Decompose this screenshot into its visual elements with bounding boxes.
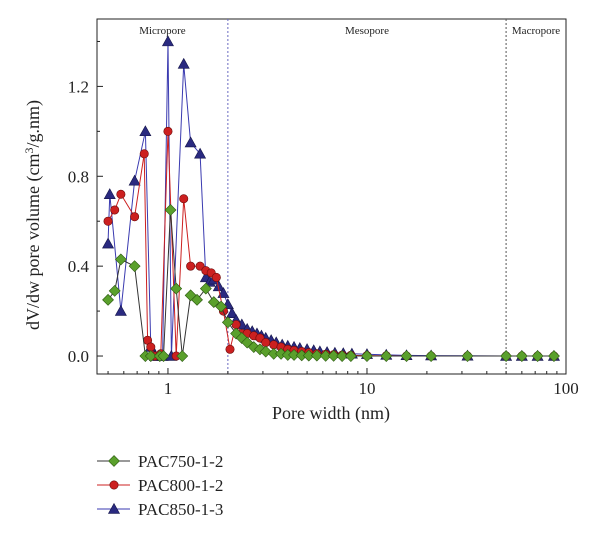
data-point-pac800-1-2 (130, 212, 140, 222)
series-pac800-1-2 (103, 126, 559, 361)
region-label-macropore: Macropore (512, 25, 560, 37)
region-label-micropore: Micropore (139, 25, 186, 37)
legend-marker-circle (109, 480, 119, 490)
region-layer: Micropore Mesopore Macropore (139, 19, 560, 374)
data-point-pac750-1-2 (344, 350, 357, 362)
series-line-pac800-1-2 (107, 131, 554, 357)
data-point-pac800-1-2 (231, 320, 241, 330)
data-point-pac800-1-2 (139, 149, 149, 159)
data-point-pac850-1-3 (161, 35, 174, 47)
legend-item-pac750-1-2: PAC750-1-2 (97, 452, 223, 471)
data-point-pac750-1-2 (548, 350, 560, 362)
data-point-pac750-1-2 (221, 316, 234, 329)
plot-frame (96, 18, 567, 375)
data-point-pac750-1-2 (215, 300, 228, 313)
data-point-pac750-1-2 (500, 350, 513, 362)
data-point-pac750-1-2 (170, 282, 183, 295)
data-point-pac750-1-2 (400, 350, 413, 362)
data-point-pac750-1-2 (310, 349, 323, 362)
data-point-pac800-1-2 (211, 272, 221, 282)
data-point-pac850-1-3 (177, 57, 190, 69)
data-point-pac800-1-2 (179, 194, 189, 204)
legend-label: PAC800-1-2 (138, 476, 223, 495)
x-tick-label: 10 (358, 379, 375, 398)
y-tick-label: 0.4 (68, 257, 90, 276)
x-tick-label: 100 (553, 379, 579, 398)
series-pac850-1-3 (102, 35, 560, 361)
data-point-pac850-1-3 (217, 286, 230, 298)
data-point-pac750-1-2 (199, 282, 212, 295)
data-point-pac750-1-2 (380, 350, 393, 362)
data-point-pac750-1-2 (361, 350, 373, 362)
data-point-pac750-1-2 (128, 260, 141, 273)
data-point-pac800-1-2 (110, 205, 120, 215)
data-point-pac800-1-2 (116, 189, 126, 199)
data-point-pac800-1-2 (186, 261, 196, 271)
data-point-pac800-1-2 (146, 342, 156, 352)
data-point-pac750-1-2 (176, 350, 189, 362)
data-point-pac850-1-3 (128, 174, 141, 186)
data-point-pac750-1-2 (191, 293, 203, 306)
y-axis-title-main: dV/dw pore volume (cm (23, 154, 44, 330)
y-tick-label: 0.8 (68, 167, 89, 186)
data-point-pac750-1-2 (102, 293, 114, 306)
data-point-pac750-1-2 (336, 350, 349, 362)
y-axis-title: dV/dw pore volume (cm3/g.nm) (22, 100, 44, 330)
data-point-pac750-1-2 (114, 253, 127, 266)
y-tick-label: 0.0 (68, 347, 89, 366)
data-point-pac850-1-3 (139, 125, 152, 137)
series-pac750-1-2 (102, 204, 560, 362)
data-point-pac850-1-3 (184, 136, 197, 148)
legend-marker-triangle (107, 502, 121, 514)
legend: PAC750-1-2 PAC800-1-2 PAC850-1-3 (97, 452, 223, 519)
legend-item-pac850-1-3: PAC850-1-3 (97, 500, 223, 519)
y-tick-label: 1.2 (68, 77, 89, 96)
data-point-pac750-1-2 (207, 296, 220, 309)
data-point-pac750-1-2 (461, 350, 474, 362)
data-point-pac750-1-2 (302, 349, 315, 362)
legend-item-pac800-1-2: PAC800-1-2 (97, 476, 223, 495)
tick-layer: 0.0 0.4 0.8 1.2 1 10 100 (68, 40, 579, 398)
data-point-pac750-1-2 (319, 349, 332, 362)
data-point-pac850-1-3 (103, 188, 116, 199)
legend-marker-diamond (108, 455, 120, 467)
data-point-pac750-1-2 (108, 284, 121, 297)
data-point-pac750-1-2 (425, 350, 438, 362)
data-point-pac850-1-3 (102, 237, 115, 249)
y-axis-title-tail: /g.nm) (23, 100, 44, 148)
plot-area-border (96, 18, 567, 375)
data-point-pac800-1-2 (261, 338, 271, 348)
data-point-pac750-1-2 (515, 350, 528, 362)
x-tick-label: 1 (164, 379, 173, 398)
data-point-pac750-1-2 (531, 350, 544, 362)
data-point-pac750-1-2 (327, 349, 340, 362)
data-point-pac750-1-2 (164, 204, 177, 216)
data-point-pac750-1-2 (157, 350, 170, 362)
data-point-pac850-1-3 (226, 307, 239, 319)
legend-label: PAC750-1-2 (138, 452, 223, 471)
x-axis-title: Pore width (nm) (272, 403, 390, 424)
data-point-pac800-1-2 (103, 216, 113, 226)
data-point-pac800-1-2 (225, 344, 235, 354)
legend-label: PAC850-1-3 (138, 500, 223, 519)
data-point-pac800-1-2 (163, 126, 173, 136)
data-point-pac750-1-2 (144, 350, 157, 362)
data-point-pac750-1-2 (288, 348, 300, 361)
series-layer (102, 35, 560, 362)
data-point-pac750-1-2 (247, 341, 260, 353)
y-axis-title-superscript: 3 (22, 148, 36, 154)
data-point-pac850-1-3 (114, 304, 127, 316)
data-point-pac850-1-3 (194, 147, 207, 159)
region-label-mesopore: Mesopore (345, 25, 389, 37)
